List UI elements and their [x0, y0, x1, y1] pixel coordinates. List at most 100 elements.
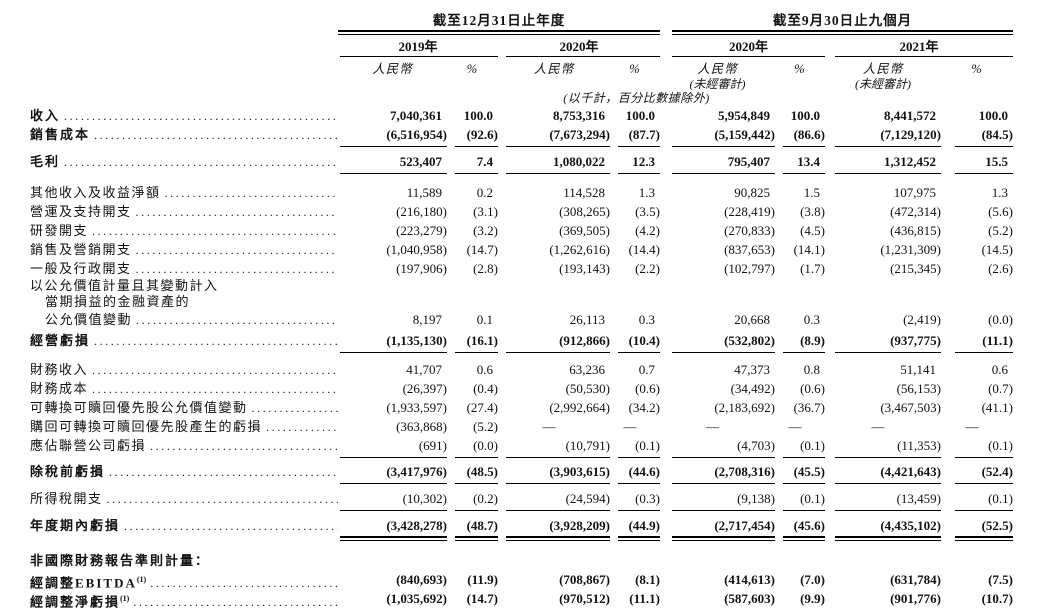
cell-value: (5.2): [988, 223, 1013, 238]
dot-leader: ........................................…: [92, 382, 338, 396]
subtotal-rule: [783, 455, 825, 461]
cell-value: (5.2): [473, 419, 498, 434]
cell-value: 12.3: [632, 154, 655, 169]
cell-value: [498, 294, 610, 310]
cell-value: 0.8: [803, 362, 820, 377]
row-label-text: 非國際財務報告準則計量：: [30, 553, 211, 568]
cell-value: (3,928,209): [549, 518, 610, 533]
cell-value: (228,419): [724, 204, 775, 219]
dot-leader: ........................................…: [164, 186, 338, 200]
cell-value: 100.0: [463, 108, 493, 123]
dot-leader: ........................................…: [135, 262, 338, 276]
dot-leader: ........................................…: [64, 109, 338, 123]
row-label: 應佔聯營公司虧損................................…: [30, 436, 338, 455]
cell-value: (86.6): [793, 127, 825, 142]
header-double-rule: [672, 29, 1013, 36]
footnote-marker: (1): [120, 594, 130, 603]
row-label: 經調整EBITDA(1)............................…: [30, 570, 338, 589]
cell-value: (6,516,954): [386, 127, 447, 142]
row-label-text: 收入: [30, 108, 61, 123]
cell-value: [660, 551, 775, 570]
total-double-rule: [506, 535, 610, 544]
cell-value: (24,594): [565, 491, 610, 506]
dot-leader: ........................................…: [135, 243, 338, 257]
cell-value: 26,113: [569, 312, 605, 327]
cell-value: [660, 294, 775, 310]
cell-value: (2.6): [988, 261, 1013, 276]
row-label-text: 公允價值變動: [45, 312, 133, 327]
cell-value: (48.5): [466, 464, 498, 479]
table-body: 收入......................................…: [30, 106, 1013, 608]
cell-value: (0.1): [800, 491, 825, 506]
cell-value: [941, 551, 1013, 570]
cell-value: 0.1: [476, 312, 493, 327]
row-label-text: 購回可轉換可贖回優先股產生的虧損: [30, 419, 263, 434]
cell-value: (7.0): [800, 572, 825, 587]
row-label-text: 所得稅開支: [30, 491, 103, 506]
cell-value: —: [871, 419, 885, 434]
row-label: 一般及行政開支.................................…: [30, 259, 338, 278]
cell-value: (14.4): [628, 242, 660, 257]
cell-value: [941, 294, 1013, 310]
cell-value: (14.7): [466, 242, 498, 257]
cell-value: (0.1): [988, 438, 1013, 453]
cell-value: (912,866): [559, 333, 610, 348]
cell-value: 8,753,316: [553, 108, 605, 123]
cell-value: [338, 551, 447, 570]
subheader-percent: %: [466, 62, 479, 76]
dot-leader: ........................................…: [150, 439, 338, 453]
cell-value: 0.6: [476, 362, 493, 377]
cell-value: 15.5: [985, 154, 1008, 169]
row-label-text: 銷售成本: [30, 127, 91, 142]
row-label-text: 以公允價值計量且其變動計入: [30, 278, 219, 293]
cell-value: —: [542, 419, 556, 434]
cell-value: (0.7): [988, 381, 1013, 396]
subtotal-rule: [340, 455, 447, 461]
cell-value: (2.2): [635, 261, 660, 276]
cell-value: (34.2): [628, 400, 660, 415]
cell-value: (1,040,958): [386, 242, 447, 257]
dot-leader: ........................................…: [136, 313, 338, 327]
cell-value: (4,435,102): [880, 518, 941, 533]
subheader-percent: %: [971, 62, 983, 76]
cell-value: (36.7): [793, 400, 825, 415]
cell-value: (0.6): [800, 381, 825, 396]
row-label: 非國際財務報告準則計量：: [30, 551, 338, 570]
dot-leader: ........................................…: [92, 363, 338, 377]
row-label-text: 財務收入: [30, 362, 89, 377]
cell-value: 20,668: [734, 312, 770, 327]
row-label: 除稅前虧損...................................…: [30, 462, 338, 481]
subtotal-rule: [455, 144, 498, 150]
cell-value: (87.7): [628, 127, 660, 142]
row-label-text: 經調整EBITDA(1): [30, 575, 147, 589]
cell-value: (45.5): [793, 464, 825, 479]
period-header-annual: 截至12月31日止年度: [432, 13, 566, 28]
cell-value: (414,613): [724, 572, 775, 587]
cell-value: (193,143): [559, 261, 610, 276]
cell-value: (0.1): [635, 438, 660, 453]
cell-value: 1.5: [803, 185, 820, 200]
cell-value: 1.3: [638, 185, 655, 200]
cell-value: [610, 551, 660, 570]
subtotal-rule: [618, 144, 660, 150]
dot-leader: ........................................…: [109, 465, 338, 479]
row-label-text: 財務成本: [30, 381, 89, 396]
cell-value: (8.9): [800, 333, 825, 348]
row-label: 經營虧損....................................…: [30, 331, 338, 350]
cell-value: [660, 278, 775, 294]
cell-value: (1,135,130): [386, 333, 447, 348]
cell-value: (48.7): [466, 518, 498, 533]
dot-leader: ........................................…: [133, 595, 338, 608]
cell-value: (3.1): [473, 204, 498, 219]
cell-value: (44.9): [628, 518, 660, 533]
cell-value: 7.4: [476, 154, 493, 169]
cell-value: (197,906): [396, 261, 447, 276]
row-label: 收入......................................…: [30, 106, 338, 125]
cell-value: (5,159,442): [714, 127, 775, 142]
subtotal-rule: [506, 455, 610, 461]
cell-value: [447, 294, 498, 310]
cell-value: 100.0: [978, 108, 1008, 123]
cell-value: (472,314): [890, 204, 941, 219]
row-label-text: 經營虧損: [30, 333, 91, 348]
row-label-text: 一般及行政開支: [30, 261, 132, 276]
